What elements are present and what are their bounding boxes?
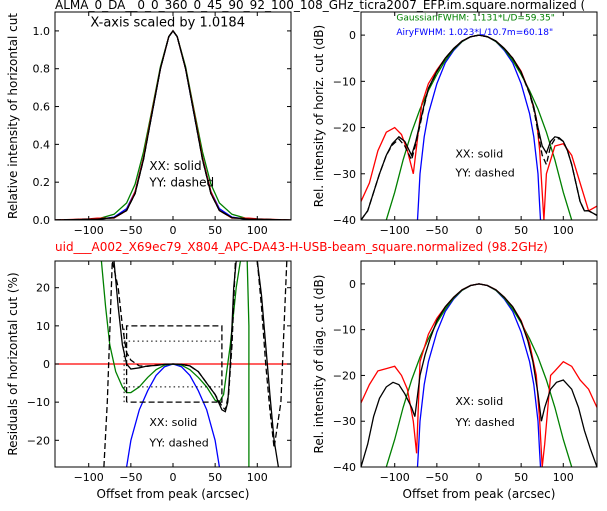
figure-title-top: ALMA_0_DA__0_0_360_0_45_90_92_100_108_GH… bbox=[55, 0, 585, 12]
x-tick-label: 0 bbox=[170, 471, 177, 484]
y-tick-label: −30 bbox=[333, 415, 356, 428]
series-line-solid-2 bbox=[55, 29, 291, 220]
series-line-dashed-4 bbox=[361, 34, 597, 220]
annotation: X-axis scaled by 1.0184 bbox=[90, 16, 245, 31]
x-tick-label: 100 bbox=[247, 471, 268, 484]
x-tick-label: 50 bbox=[514, 224, 528, 237]
panel-top-left: −100 −50 0 50 100 0.0 0.2 0.4 0.6 0.8 1.0 Relative … bbox=[6, 11, 292, 237]
annotation: YY: dashed bbox=[454, 416, 514, 429]
x-tick-label: −50 bbox=[119, 224, 142, 237]
y-tick-label: −20 bbox=[27, 434, 50, 447]
series-line-solid-3 bbox=[55, 29, 291, 220]
x-tick-label: −50 bbox=[119, 471, 142, 484]
figure-title-mid: uid___A002_X69ec79_X804_APC-DA43-H-USB-b… bbox=[55, 240, 548, 254]
series-line-dashed-7 bbox=[256, 261, 288, 448]
y-axis-label: Rel. intensity of horiz. cut (dB) bbox=[312, 25, 326, 207]
x-tick-label: 50 bbox=[514, 471, 528, 484]
y-tick-label: 0.8 bbox=[33, 63, 51, 76]
x-tick-label: 100 bbox=[553, 471, 574, 484]
x-tick-label: 100 bbox=[247, 224, 268, 237]
y-tick-label: 0 bbox=[349, 29, 356, 42]
x-tick-label: −100 bbox=[380, 471, 410, 484]
y-tick-label: 0.0 bbox=[33, 214, 51, 227]
series-line-solid-0 bbox=[416, 34, 542, 220]
y-tick-label: 0 bbox=[349, 278, 356, 291]
x-tick-label: −100 bbox=[74, 471, 104, 484]
annotation: YY: dashed bbox=[454, 166, 514, 179]
plot-frame bbox=[360, 11, 598, 221]
x-tick-label: 0 bbox=[476, 224, 483, 237]
x-tick-label: 0 bbox=[476, 471, 483, 484]
series-group bbox=[55, 261, 291, 467]
y-tick-label: 0.4 bbox=[33, 138, 51, 151]
series-group bbox=[361, 34, 597, 220]
series-line-dashed-4 bbox=[55, 29, 291, 220]
annotation: XX: solid bbox=[149, 159, 201, 173]
y-tick-label: 1.0 bbox=[33, 25, 51, 38]
y-axis-label: Residuals of horizontal cut (%) bbox=[6, 272, 20, 455]
x-tick-label: −50 bbox=[425, 224, 448, 237]
series-line-solid-3 bbox=[246, 261, 250, 467]
y-tick-label: −20 bbox=[333, 369, 356, 382]
y-tick-label: 10 bbox=[36, 320, 50, 333]
annotation: XX: solid bbox=[455, 395, 503, 408]
y-tick-label: 20 bbox=[36, 282, 50, 295]
series-line-solid-4 bbox=[113, 261, 239, 413]
series-line-dashed-8 bbox=[125, 325, 223, 403]
y-tick-label: 0.2 bbox=[33, 176, 51, 189]
y-tick-label: −10 bbox=[27, 396, 50, 409]
y-axis-label: Rel. intensity of diag. cut (dB) bbox=[312, 275, 326, 454]
series-line-solid-0 bbox=[55, 29, 291, 220]
x-tick-label: 50 bbox=[208, 224, 222, 237]
x-tick-label: 50 bbox=[208, 471, 222, 484]
annotation: YY: dashed bbox=[148, 436, 208, 449]
y-tick-label: −40 bbox=[333, 461, 356, 474]
x-tick-label: 100 bbox=[553, 224, 574, 237]
y-tick-label: −40 bbox=[333, 214, 356, 227]
annotation: YY: dashed bbox=[148, 176, 214, 190]
annotation: XX: solid bbox=[149, 416, 197, 429]
x-tick-label: 0 bbox=[170, 224, 177, 237]
series-line-solid-2 bbox=[361, 283, 597, 467]
x-tick-label: −100 bbox=[380, 224, 410, 237]
y-tick-label: −10 bbox=[333, 324, 356, 337]
y-tick-label: −20 bbox=[333, 122, 356, 135]
y-tick-label: 0.6 bbox=[33, 101, 51, 114]
x-tick-label: −100 bbox=[74, 224, 104, 237]
series-group bbox=[55, 29, 291, 220]
x-tick-label: −50 bbox=[425, 471, 448, 484]
series-line-dashed-6 bbox=[103, 261, 239, 467]
annotation: XX: solid bbox=[455, 148, 503, 161]
series-line-solid-3 bbox=[361, 34, 597, 220]
y-tick-label: 0 bbox=[43, 358, 50, 371]
series-line-solid-0 bbox=[416, 283, 542, 467]
y-tick-label: −10 bbox=[333, 75, 356, 88]
x-axis-label: Offset from peak (arcsec) bbox=[97, 487, 250, 501]
series-line-solid-2 bbox=[100, 261, 245, 403]
annotation: GaussianFWHM: 1.131*L/D=59.35" bbox=[396, 13, 554, 23]
series-group bbox=[361, 283, 597, 467]
y-axis-label: Relative intensity of horizontal cut bbox=[6, 13, 20, 219]
annotation: AiryFWHM: 1.023*L/10.7m=60.18" bbox=[396, 28, 553, 38]
series-line-solid-2 bbox=[361, 34, 597, 220]
series-line-solid-1 bbox=[385, 283, 573, 467]
x-axis-label: Offset from peak (arcsec) bbox=[403, 487, 556, 501]
y-tick-label: −30 bbox=[333, 168, 356, 181]
series-line-solid-1 bbox=[55, 29, 291, 220]
series-line-solid-3 bbox=[361, 283, 597, 467]
series-line-solid-1 bbox=[385, 34, 573, 220]
